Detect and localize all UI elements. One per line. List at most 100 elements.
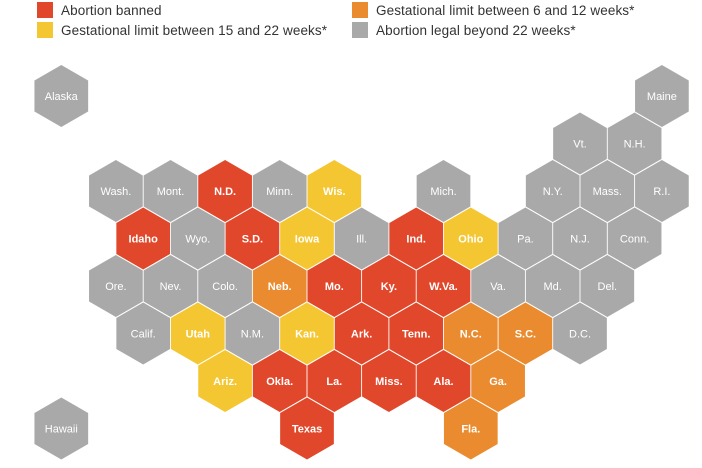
state-label-s-c: S.C. [515, 329, 536, 341]
state-label-miss: Miss. [375, 376, 403, 388]
state-tile-s-c: S.C. [498, 302, 553, 365]
state-label-nev: Nev. [160, 281, 182, 293]
state-tile-n-m: N.M. [225, 302, 280, 365]
state-label-mass: Mass. [593, 186, 622, 198]
state-label-iowa: Iowa [295, 234, 320, 246]
state-tile-ky: Ky. [362, 255, 416, 317]
legend-label-banned: Abortion banned [61, 2, 162, 18]
state-hex-d-c [553, 302, 607, 365]
state-tile-texas: Texas [280, 397, 334, 460]
state-hex-ala [416, 350, 471, 412]
state-tile-minn: Minn. [252, 160, 307, 222]
state-label-ind: Ind. [406, 234, 426, 246]
state-tile-ill: Ill. [334, 207, 389, 270]
state-label-va: Va. [490, 281, 506, 293]
state-label-conn: Conn. [620, 234, 649, 246]
state-hex-mass [580, 160, 635, 222]
state-hex-idaho [116, 207, 171, 270]
state-label-n-m: N.M. [241, 329, 264, 341]
state-hex-pa [498, 207, 553, 270]
legend-swatch-banned [37, 2, 53, 18]
state-tile-okla: Okla. [252, 350, 307, 412]
state-tile-md: Md. [525, 255, 580, 317]
state-tile-la: La. [307, 350, 362, 412]
state-tile-ala: Ala. [416, 350, 471, 412]
state-hex-alaska [34, 65, 89, 127]
state-tile-r-i: R.I. [635, 160, 689, 222]
state-hex-mich [416, 160, 471, 222]
state-label-r-i: R.I. [653, 186, 670, 198]
state-tile-neb: Neb. [252, 255, 307, 317]
state-hex-miss [362, 350, 416, 412]
state-tile-maine: Maine [635, 65, 689, 127]
state-hex-fla [443, 397, 498, 460]
state-hex-n-c [443, 302, 498, 365]
state-hex-n-y [525, 160, 580, 222]
state-tile-s-d: S.D. [225, 207, 280, 270]
state-label-okla: Okla. [266, 376, 293, 388]
state-tile-mich: Mich. [416, 160, 471, 222]
state-tile-idaho: Idaho [116, 207, 171, 270]
state-hex-r-i [635, 160, 689, 222]
state-label-kan: Kan. [295, 329, 319, 341]
state-label-n-h: N.H. [624, 139, 646, 151]
state-hex-ariz [198, 350, 252, 412]
state-label-mont: Mont. [157, 186, 185, 198]
state-tile-wis: Wis. [307, 160, 362, 222]
state-hex-vt [553, 112, 607, 175]
state-hex-ill [334, 207, 389, 270]
state-label-md: Md. [544, 281, 562, 293]
state-hex-okla [252, 350, 307, 412]
state-label-pa: Pa. [517, 234, 534, 246]
state-label-ky: Ky. [381, 281, 397, 293]
state-label-wis: Wis. [323, 186, 346, 198]
state-hex-texas [280, 397, 334, 460]
state-tile-del: Del. [580, 255, 635, 317]
state-tile-utah: Utah [170, 302, 225, 365]
state-tile-colo: Colo. [198, 255, 252, 317]
state-label-wyo: Wyo. [185, 234, 210, 246]
state-label-neb: Neb. [268, 281, 292, 293]
state-tile-va: Va. [471, 255, 525, 317]
state-hex-w-va [416, 255, 471, 317]
legend-item-banned: Abortion banned [37, 2, 162, 18]
state-label-la: La. [326, 376, 342, 388]
state-hex-del [580, 255, 635, 317]
state-label-ill: Ill. [356, 234, 367, 246]
map-legend: Abortion banned Gestational limit betwee… [0, 0, 702, 44]
legend-label-legal: Abortion legal beyond 22 weeks* [376, 22, 576, 38]
state-hex-colo [198, 255, 252, 317]
state-tile-ore: Ore. [89, 255, 143, 317]
state-hex-va [471, 255, 525, 317]
state-hex-hawaii [34, 397, 89, 460]
state-tile-mass: Mass. [580, 160, 635, 222]
state-tile-hawaii: Hawaii [34, 397, 89, 460]
state-hex-maine [635, 65, 689, 127]
state-label-minn: Minn. [266, 186, 293, 198]
legend-item-limit-15-22: Gestational limit between 15 and 22 week… [37, 22, 327, 38]
state-tile-calif: Calif. [116, 302, 171, 365]
state-tile-vt: Vt. [553, 112, 607, 175]
state-tile-n-c: N.C. [443, 302, 498, 365]
state-label-ga: Ga. [489, 376, 507, 388]
state-tile-kan: Kan. [280, 302, 334, 365]
state-hex-kan [280, 302, 334, 365]
state-hex-ark [334, 302, 389, 365]
state-tile-n-y: N.Y. [525, 160, 580, 222]
state-tile-ariz: Ariz. [198, 350, 252, 412]
state-tile-mo: Mo. [307, 255, 362, 317]
state-hex-n-h [607, 112, 662, 175]
state-hex-n-j [553, 207, 607, 270]
state-label-hawaii: Hawaii [45, 424, 78, 436]
state-hex-ga [471, 350, 525, 412]
state-hex-calif [116, 302, 171, 365]
state-tile-ark: Ark. [334, 302, 389, 365]
state-tile-iowa: Iowa [280, 207, 334, 270]
legend-label-limit-6-12: Gestational limit between 6 and 12 weeks… [376, 2, 635, 18]
state-tile-n-j: N.J. [553, 207, 607, 270]
state-hex-iowa [280, 207, 334, 270]
state-hex-wash [89, 160, 143, 222]
state-hex-md [525, 255, 580, 317]
state-label-n-c: N.C. [460, 329, 482, 341]
state-tile-ga: Ga. [471, 350, 525, 412]
